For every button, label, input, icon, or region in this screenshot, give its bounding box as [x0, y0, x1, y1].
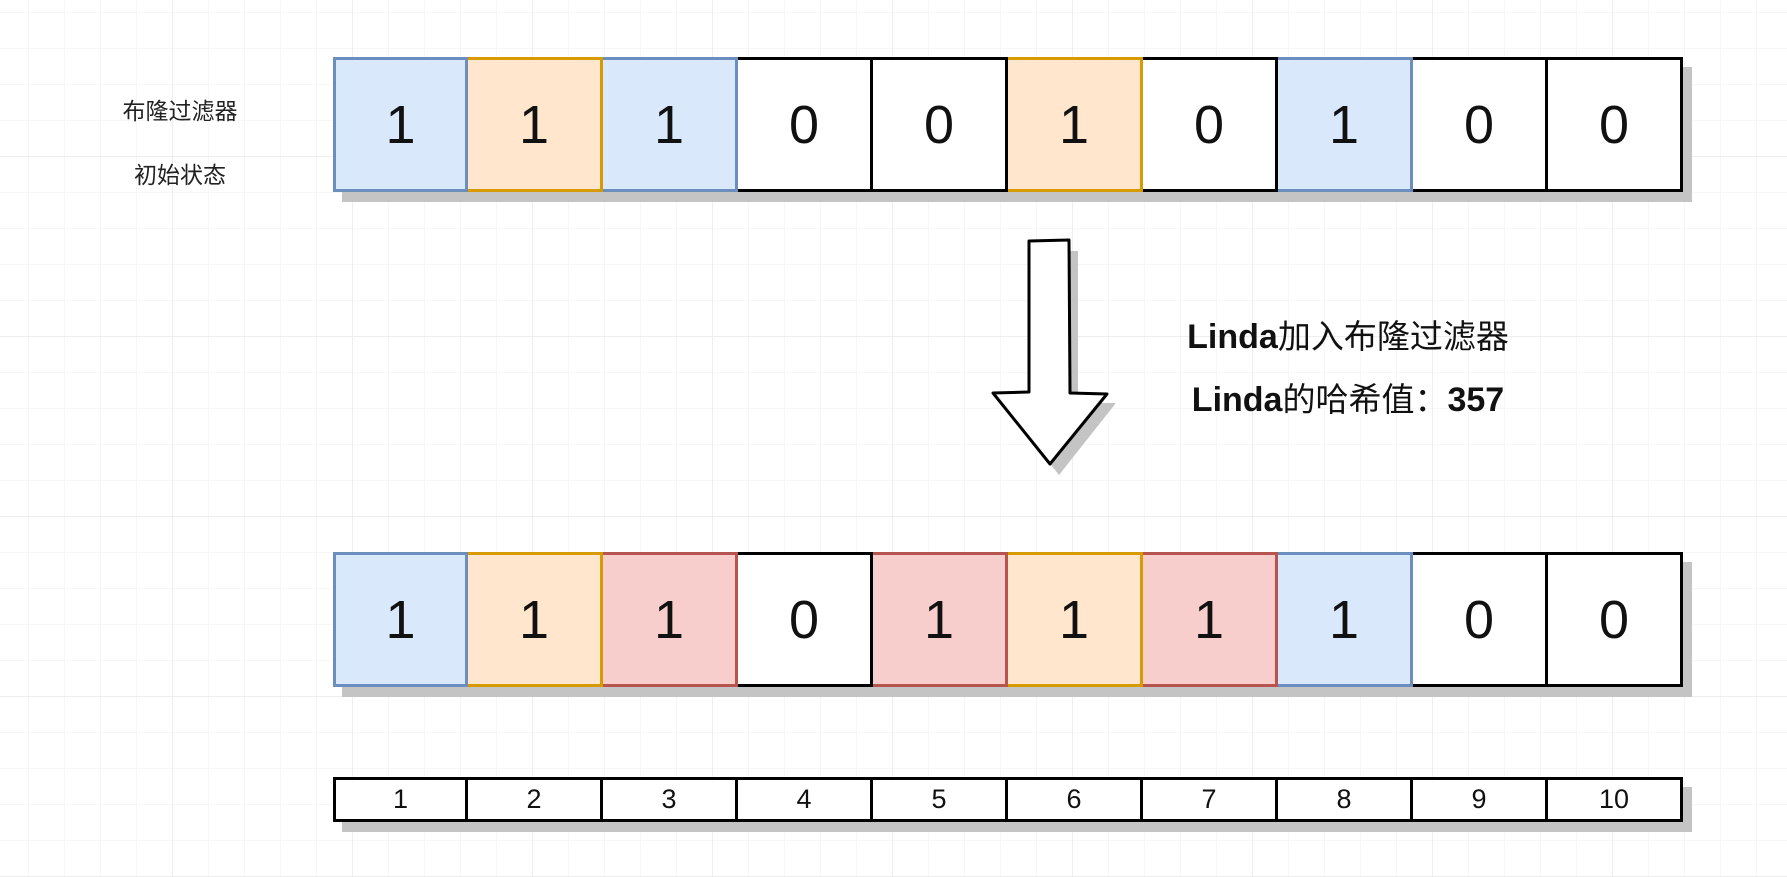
index-cell: 2 [468, 777, 603, 822]
after-bit-cell: 0 [1548, 552, 1683, 687]
index-cell: 10 [1548, 777, 1683, 822]
index-cell: 5 [873, 777, 1008, 822]
down-arrow-icon [991, 238, 1115, 475]
initial-bit-cell: 0 [1548, 57, 1683, 192]
after-bit-cell: 1 [468, 552, 603, 687]
annotation-name: Linda [1187, 318, 1278, 356]
index-cell: 3 [603, 777, 738, 822]
annotation-hash-value: 357 [1447, 381, 1505, 419]
filter-title: 布隆过滤器 [122, 99, 238, 125]
index-cell: 9 [1413, 777, 1548, 822]
after-bit-cell: 1 [603, 552, 738, 687]
annotation-line-1: Linda加入布隆过滤器 [1148, 310, 1548, 358]
initial-bit-cell: 1 [333, 57, 468, 192]
index-cell: 8 [1278, 777, 1413, 822]
after-bit-cell: 0 [1413, 552, 1548, 687]
annotation-name: Linda [1191, 381, 1283, 419]
after-bit-cell: 1 [1008, 552, 1143, 687]
annotation-line-2: Linda的哈希值：357 [1148, 373, 1548, 421]
after-bit-cell: 0 [738, 552, 873, 687]
initial-bit-cell: 0 [1143, 57, 1278, 192]
initial-bit-cell: 1 [468, 57, 603, 192]
index-cell: 1 [333, 777, 468, 822]
initial-bit-cell: 1 [1278, 57, 1413, 192]
after-bit-cell: 1 [1143, 552, 1278, 687]
after-bit-cell: 1 [873, 552, 1008, 687]
after-bit-cell: 1 [333, 552, 468, 687]
index-cell: 4 [738, 777, 873, 822]
initial-bit-cell: 1 [603, 57, 738, 192]
after-bit-cell: 1 [1278, 552, 1413, 687]
after-bit-array: 1 1 1 0 1 1 1 1 0 0 [333, 552, 1683, 687]
initial-bit-cell: 0 [738, 57, 873, 192]
index-cell: 6 [1008, 777, 1143, 822]
initial-bit-cell: 0 [1413, 57, 1548, 192]
filter-subtitle: 初始状态 [134, 163, 226, 189]
initial-bit-array: 1 1 1 0 0 1 0 1 0 0 [333, 57, 1683, 192]
initial-bit-cell: 0 [873, 57, 1008, 192]
initial-bit-cell: 1 [1008, 57, 1143, 192]
annotation-hash-label: 的哈希值： [1282, 380, 1448, 419]
index-row: 1 2 3 4 5 6 7 8 9 10 [333, 777, 1683, 822]
annotation-action: 加入布隆过滤器 [1277, 317, 1509, 356]
index-cell: 7 [1143, 777, 1278, 822]
